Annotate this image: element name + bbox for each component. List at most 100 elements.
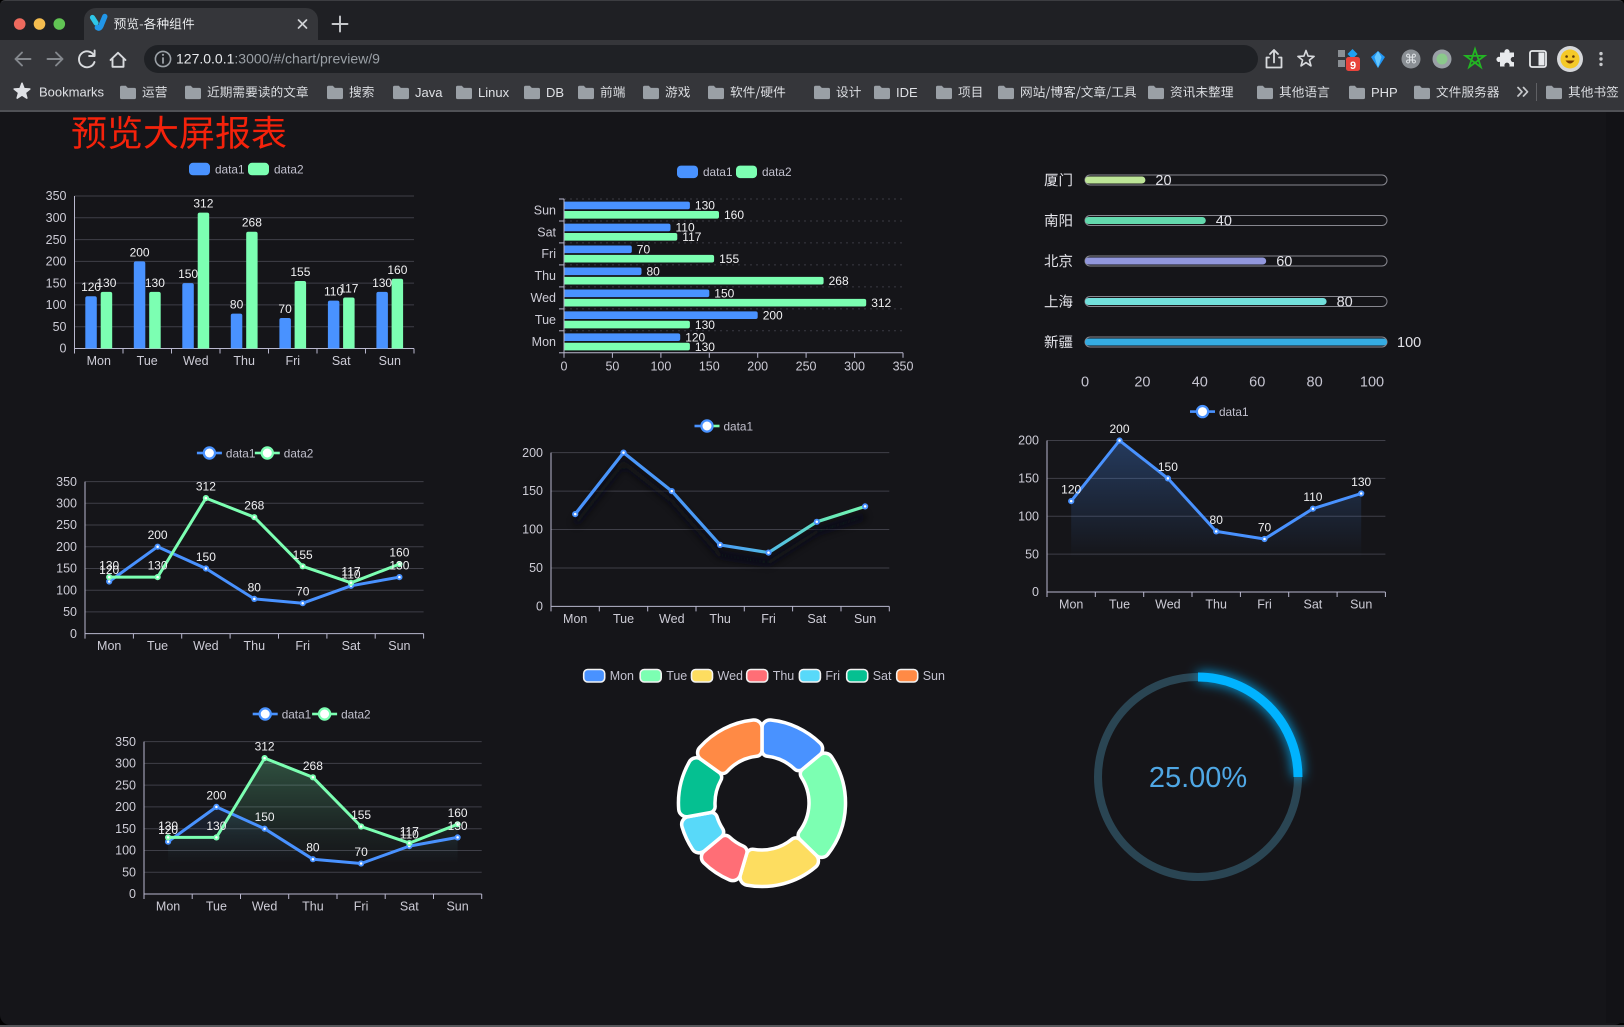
svg-text:40: 40 (1216, 214, 1232, 230)
svg-text:0: 0 (536, 600, 543, 614)
svg-text:Sat: Sat (807, 612, 826, 626)
svg-text:Thu: Thu (709, 612, 731, 626)
svg-text:150: 150 (1018, 472, 1039, 486)
svg-text:80: 80 (248, 580, 262, 594)
svg-text:160: 160 (387, 263, 407, 277)
svg-text:70: 70 (637, 243, 651, 257)
svg-text:150: 150 (714, 287, 734, 301)
svg-text:70: 70 (296, 585, 310, 599)
svg-text:Fri: Fri (1257, 598, 1272, 612)
svg-text:160: 160 (724, 208, 744, 222)
svg-text:data1: data1 (1219, 405, 1249, 419)
svg-text:Fri: Fri (286, 354, 301, 368)
svg-text:130: 130 (1351, 475, 1371, 489)
svg-text:130: 130 (96, 276, 116, 290)
svg-text:120: 120 (1061, 483, 1081, 497)
svg-text:117: 117 (339, 282, 358, 296)
svg-text:110: 110 (341, 567, 360, 581)
svg-text:Sun: Sun (388, 639, 410, 653)
svg-text:150: 150 (699, 359, 720, 373)
svg-text:Wed: Wed (183, 354, 209, 368)
svg-text:130: 130 (389, 559, 409, 573)
svg-text:120: 120 (99, 563, 119, 577)
svg-text:Mon: Mon (563, 612, 587, 626)
svg-text:350: 350 (115, 735, 136, 749)
svg-text:0: 0 (70, 627, 77, 641)
svg-text:110: 110 (1303, 490, 1322, 504)
svg-text:Mon: Mon (610, 669, 634, 683)
svg-text:data2: data2 (274, 162, 304, 176)
svg-text:300: 300 (56, 497, 77, 511)
svg-text:130: 130 (158, 819, 178, 833)
svg-text:150: 150 (46, 276, 67, 290)
svg-text:150: 150 (115, 822, 136, 836)
svg-text:20: 20 (1155, 173, 1171, 189)
svg-text:200: 200 (148, 528, 168, 542)
svg-text:150: 150 (178, 267, 198, 281)
svg-text:Tue: Tue (535, 313, 556, 327)
svg-text:70: 70 (354, 845, 368, 859)
svg-text:350: 350 (46, 189, 67, 203)
svg-text:150: 150 (196, 550, 216, 564)
svg-text:80: 80 (230, 298, 244, 312)
svg-text:130: 130 (99, 559, 119, 573)
svg-text:120: 120 (685, 331, 705, 345)
svg-text:Thu: Thu (534, 269, 556, 283)
svg-text:130: 130 (206, 819, 226, 833)
svg-text:150: 150 (56, 562, 77, 576)
svg-text:50: 50 (122, 865, 136, 879)
svg-text:Thu: Thu (773, 669, 795, 683)
svg-text:312: 312 (255, 740, 275, 754)
svg-text:Tue: Tue (206, 900, 227, 914)
svg-text:312: 312 (193, 197, 213, 211)
svg-text:200: 200 (1109, 422, 1129, 436)
svg-text:Thu: Thu (244, 639, 266, 653)
svg-text:0: 0 (561, 359, 568, 373)
svg-text:Wed: Wed (193, 639, 219, 653)
svg-text:250: 250 (46, 233, 67, 247)
svg-text:350: 350 (893, 359, 914, 373)
svg-text:Sat: Sat (537, 225, 556, 239)
svg-text:120: 120 (81, 280, 101, 294)
svg-text:20: 20 (1134, 375, 1150, 391)
svg-text:data1: data1 (703, 165, 733, 179)
svg-text:50: 50 (1025, 547, 1039, 561)
svg-text:0: 0 (1081, 375, 1089, 391)
svg-text:130: 130 (148, 559, 168, 573)
svg-text:80: 80 (1337, 295, 1353, 311)
svg-text:data2: data2 (762, 165, 792, 179)
svg-text:Sat: Sat (873, 669, 892, 683)
svg-text:200: 200 (56, 540, 77, 554)
svg-text:155: 155 (351, 808, 371, 822)
svg-text:Sun: Sun (923, 669, 945, 683)
svg-text:200: 200 (206, 788, 226, 802)
svg-text:80: 80 (1210, 513, 1224, 527)
svg-text:120: 120 (158, 823, 178, 837)
svg-text:Wed: Wed (718, 669, 744, 683)
svg-text:Fri: Fri (354, 900, 369, 914)
svg-text:Sat: Sat (342, 639, 361, 653)
svg-text:200: 200 (46, 255, 67, 269)
svg-text:Mon: Mon (97, 639, 121, 653)
svg-text:Sun: Sun (379, 354, 401, 368)
svg-text:312: 312 (196, 480, 216, 494)
svg-text:130: 130 (695, 318, 715, 332)
svg-text:300: 300 (844, 359, 865, 373)
svg-text:100: 100 (650, 359, 671, 373)
svg-text:Sat: Sat (332, 354, 351, 368)
svg-text:Sun: Sun (1350, 598, 1372, 612)
svg-text:Mon: Mon (1059, 598, 1083, 612)
svg-text:data1: data1 (226, 446, 256, 460)
svg-text:Tue: Tue (613, 612, 634, 626)
svg-text:130: 130 (372, 276, 392, 290)
svg-text:0: 0 (1032, 585, 1039, 599)
svg-text:data2: data2 (284, 446, 314, 460)
svg-text:0: 0 (129, 887, 136, 901)
svg-text:312: 312 (871, 296, 891, 310)
svg-text:80: 80 (647, 265, 661, 279)
svg-text:Mon: Mon (156, 900, 180, 914)
svg-text:Sat: Sat (1304, 598, 1323, 612)
svg-text:data1: data1 (724, 419, 754, 433)
svg-text:Tue: Tue (137, 354, 158, 368)
svg-text:data2: data2 (341, 707, 371, 721)
